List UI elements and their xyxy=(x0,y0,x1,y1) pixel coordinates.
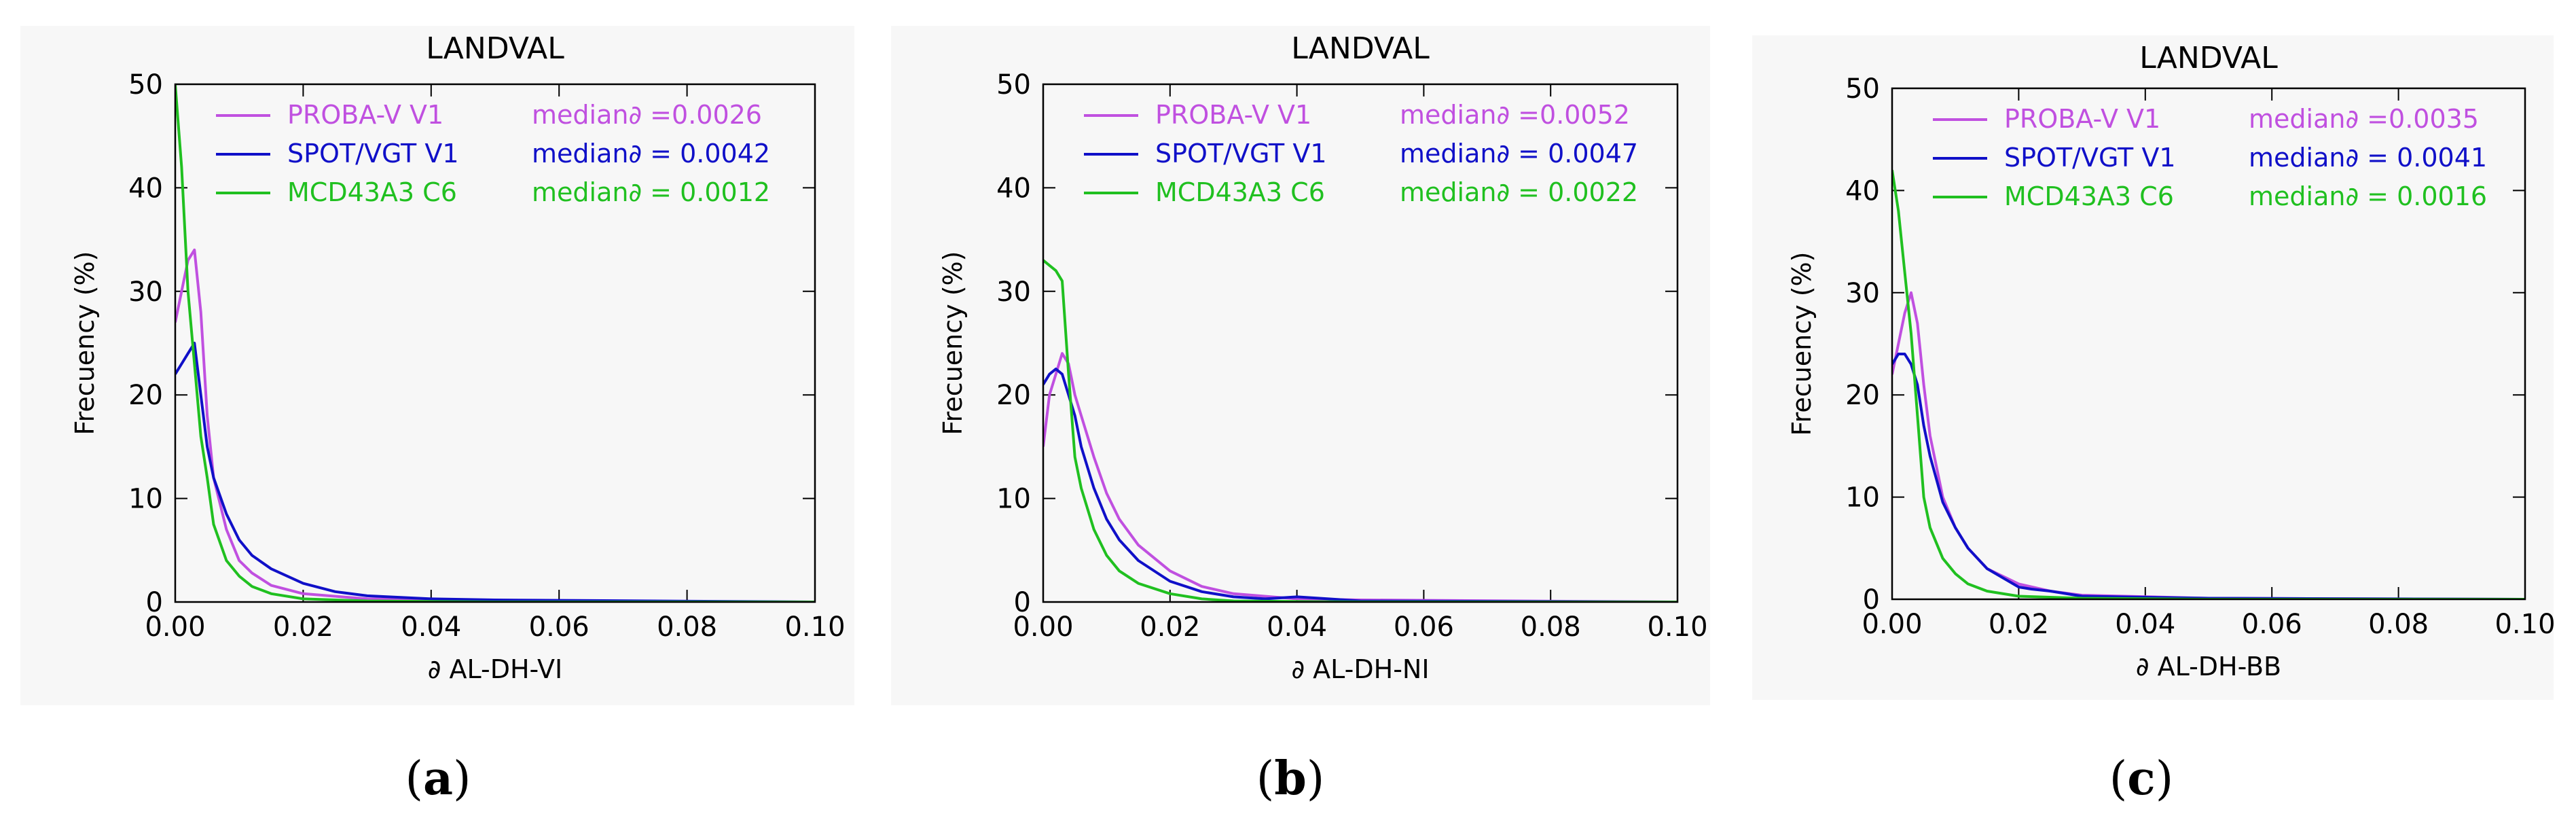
caption-b-close: ) xyxy=(1306,752,1325,806)
chart-c-xtick-label: 0.04 xyxy=(2115,609,2175,640)
caption-a-letter: a xyxy=(422,751,454,806)
chart-b-series-line-1 xyxy=(1043,368,1677,602)
chart-a: LANDVAL 0.00 0.02 0.04 0.06 0.08 0.10 0 10 20 30 40… xyxy=(70,31,846,684)
caption-c-letter: c xyxy=(2127,751,2156,806)
chart-a-ytick-label: 40 xyxy=(128,173,163,204)
chart-panel-c: LANDVAL 0.00 0.02 0.04 0.06 0.08 0.10 0 10 20 30 40… xyxy=(1752,35,2556,700)
chart-b-xtick-label: 0.04 xyxy=(1267,612,1327,643)
chart-b-series-line-2 xyxy=(1043,259,1677,602)
chart-b-legend-label-0: PROBA-V V1 xyxy=(1155,100,1311,130)
chart-c-ytick-label: 30 xyxy=(1845,278,1880,309)
chart-a-legend-label-1: SPOT/VGT V1 xyxy=(287,139,459,169)
chart-c-ytick-label: 50 xyxy=(1845,73,1880,105)
chart-c-legend-label-0: PROBA-V V1 xyxy=(2004,104,2160,134)
caption-c-open: ( xyxy=(2109,752,2128,806)
chart-a-ytick-label: 50 xyxy=(128,69,163,101)
chart-b-ytick-label: 10 xyxy=(996,484,1031,515)
chart-c-legend-stat-0: median∂ =0.0035 xyxy=(2249,104,2479,134)
chart-b-xtick-label: 0.10 xyxy=(1647,612,1707,643)
chart-a-plot-frame xyxy=(174,83,816,603)
chart-a-legend-label-2: MCD43A3 C6 xyxy=(287,177,457,207)
chart-a-xtick-label: 0.00 xyxy=(145,612,205,643)
chart-b-ytick-label: 40 xyxy=(996,173,1031,204)
chart-a-ytick-label: 30 xyxy=(128,277,163,308)
chart-a-legend-stat-2: median∂ = 0.0012 xyxy=(532,177,770,207)
chart-c-legend-label-2: MCD43A3 C6 xyxy=(2004,181,2174,211)
caption-a: (a) xyxy=(370,751,506,806)
caption-a-close: ) xyxy=(453,752,471,806)
chart-b-title: LANDVAL xyxy=(1291,31,1430,66)
chart-b: LANDVAL 0.00 0.02 0.04 0.06 0.08 0.10 0 10 20 30 40… xyxy=(938,31,1708,684)
chart-a-xtick-label: 0.02 xyxy=(273,612,333,643)
chart-a-xtick-label: 0.06 xyxy=(529,612,589,643)
chart-b-xtick-label: 0.06 xyxy=(1394,612,1454,643)
chart-a-series-line-1 xyxy=(175,342,815,602)
chart-c-xtick-label: 0.08 xyxy=(2368,609,2429,640)
chart-a-ytick-label: 20 xyxy=(128,380,163,411)
chart-c-ytick-label: 20 xyxy=(1845,380,1880,411)
chart-c-xtick-label: 0.10 xyxy=(2495,609,2555,640)
chart-c-xtick-label: 0.00 xyxy=(1862,609,1922,640)
chart-b-ytick-label: 50 xyxy=(996,69,1031,101)
chart-a-series-line-2 xyxy=(175,84,815,602)
chart-a-xtick-label: 0.04 xyxy=(401,612,461,643)
chart-c-ylabel: Frecuency (%) xyxy=(1787,252,1817,436)
chart-c-xtick-label: 0.06 xyxy=(2242,609,2302,640)
chart-a-series-line-0 xyxy=(175,248,815,602)
chart-c-legend-stat-2: median∂ = 0.0016 xyxy=(2249,181,2487,211)
chart-a-xtick-label: 0.10 xyxy=(784,612,845,643)
chart-c-ytick-label: 0 xyxy=(1863,584,1880,616)
chart-panel-a: LANDVAL 0.00 0.02 0.04 0.06 0.08 0.10 0 10 20 30 40… xyxy=(20,26,854,705)
chart-b-legend-label-2: MCD43A3 C6 xyxy=(1155,177,1325,207)
caption-b: (b) xyxy=(1222,751,1358,806)
chart-b-ytick-label: 20 xyxy=(996,380,1031,411)
caption-c-close: ) xyxy=(2155,752,2174,806)
chart-c-xtick-label: 0.02 xyxy=(1989,609,2049,640)
chart-a-legend-stat-0: median∂ =0.0026 xyxy=(532,100,762,130)
chart-a-xtick-label: 0.08 xyxy=(657,612,717,643)
chart-c-series-line-2 xyxy=(1892,169,2525,599)
chart-b-xtick-label: 0.08 xyxy=(1521,612,1581,643)
caption-a-open: ( xyxy=(405,752,423,806)
chart-b-xtick-label: 0.02 xyxy=(1140,612,1200,643)
chart-c-plot-frame xyxy=(1891,87,2526,601)
chart-c: LANDVAL 0.00 0.02 0.04 0.06 0.08 0.10 0 10 20 30 40… xyxy=(1787,41,2556,681)
caption-b-letter: b xyxy=(1274,751,1307,806)
chart-b-xlabel: ∂ AL-DH-NI xyxy=(1291,654,1429,684)
chart-c-ytick-label: 10 xyxy=(1845,482,1880,514)
chart-a-ytick-label: 10 xyxy=(128,484,163,515)
chart-b-legend-stat-0: median∂ =0.0052 xyxy=(1400,100,1630,130)
chart-c-series-line-0 xyxy=(1892,291,2525,599)
chart-b-series-line-0 xyxy=(1043,352,1677,602)
chart-b-ylabel: Frecuency (%) xyxy=(938,251,968,436)
chart-c-title: LANDVAL xyxy=(2139,41,2278,75)
chart-c-legend-stat-1: median∂ = 0.0041 xyxy=(2249,143,2487,173)
caption-b-open: ( xyxy=(1256,752,1275,806)
chart-b-legend-label-1: SPOT/VGT V1 xyxy=(1155,139,1327,169)
chart-panel-b: LANDVAL 0.00 0.02 0.04 0.06 0.08 0.10 0 10 20 30 40… xyxy=(891,26,1710,705)
chart-a-legend-label-0: PROBA-V V1 xyxy=(287,100,443,130)
chart-a-ylabel: Frecuency (%) xyxy=(70,251,100,436)
caption-c: (c) xyxy=(2073,751,2209,806)
chart-c-ytick-label: 40 xyxy=(1845,175,1880,207)
chart-b-ytick-label: 0 xyxy=(1014,587,1031,618)
chart-b-legend-stat-1: median∂ = 0.0047 xyxy=(1400,139,1638,169)
chart-a-ytick-label: 0 xyxy=(146,587,163,618)
chart-a-legend-stat-1: median∂ = 0.0042 xyxy=(532,139,770,169)
chart-b-legend-stat-2: median∂ = 0.0022 xyxy=(1400,177,1638,207)
chart-a-title: LANDVAL xyxy=(426,31,564,66)
chart-c-legend-label-1: SPOT/VGT V1 xyxy=(2004,143,2176,173)
chart-b-ytick-label: 30 xyxy=(996,277,1031,308)
chart-a-xlabel: ∂ AL-DH-VI xyxy=(428,654,562,684)
chart-b-plot-frame xyxy=(1042,83,1679,603)
chart-b-xtick-label: 0.00 xyxy=(1013,612,1073,643)
chart-c-series-line-1 xyxy=(1892,353,2525,599)
chart-c-xlabel: ∂ AL-DH-BB xyxy=(2136,652,2281,681)
